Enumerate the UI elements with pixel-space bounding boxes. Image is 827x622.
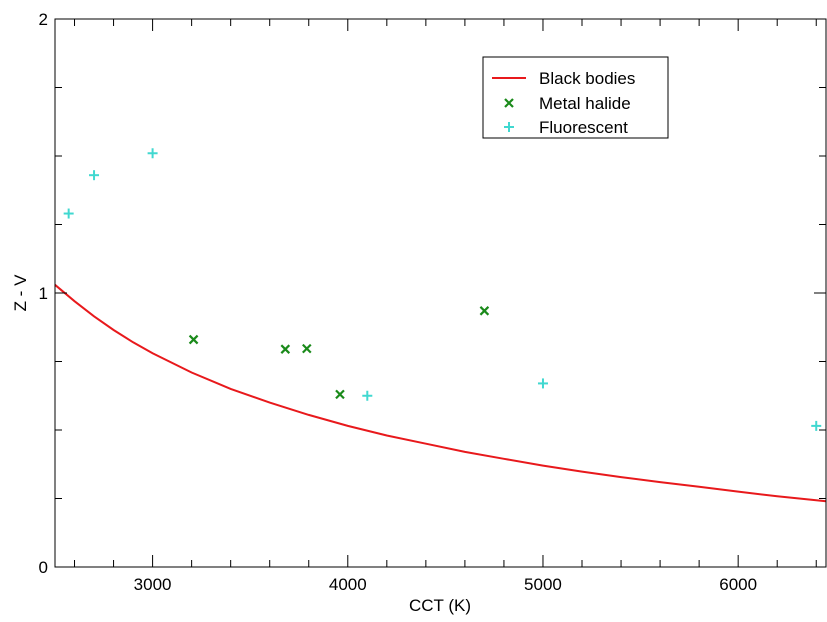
y-axis-label: Z - V <box>11 274 30 311</box>
legend-swatch-fluorescent <box>504 122 514 132</box>
ticks-layer: 3000 4000 5000 6000 0 1 2 <box>39 10 826 594</box>
legend: Black bodies Metal halide Fluorescent <box>482 56 669 139</box>
y-tick-label: 2 <box>39 10 48 29</box>
metal-halide-point <box>280 344 291 354</box>
metal-halide-point <box>335 389 345 400</box>
fluorescent-point <box>147 148 158 159</box>
x-tick-label: 4000 <box>329 575 367 594</box>
legend-label: Black bodies <box>539 69 635 88</box>
legend-label: Fluorescent <box>539 118 628 137</box>
x-tick-label: 3000 <box>134 575 172 594</box>
fluorescent-point <box>362 390 373 401</box>
metal-halide-point <box>302 343 312 354</box>
black-bodies-curve <box>54 284 827 503</box>
x-tick-label: 6000 <box>719 575 757 594</box>
fluorescent-point <box>89 170 100 181</box>
metal-halide-point <box>188 334 199 345</box>
series-layer <box>54 148 827 503</box>
x-axis-label: CCT (K) <box>409 596 471 615</box>
fluorescent-point <box>63 208 74 219</box>
legend-swatch-metal-halide <box>504 98 514 108</box>
metal-halide-point <box>479 306 490 316</box>
y-tick-label: 0 <box>39 558 48 577</box>
x-tick-label: 5000 <box>524 575 562 594</box>
fluorescent-point <box>811 420 822 431</box>
y-tick-label: 1 <box>39 284 48 303</box>
legend-label: Metal halide <box>539 94 631 113</box>
legend-box <box>482 56 669 139</box>
plot-background <box>55 19 826 567</box>
fluorescent-point <box>537 378 548 389</box>
